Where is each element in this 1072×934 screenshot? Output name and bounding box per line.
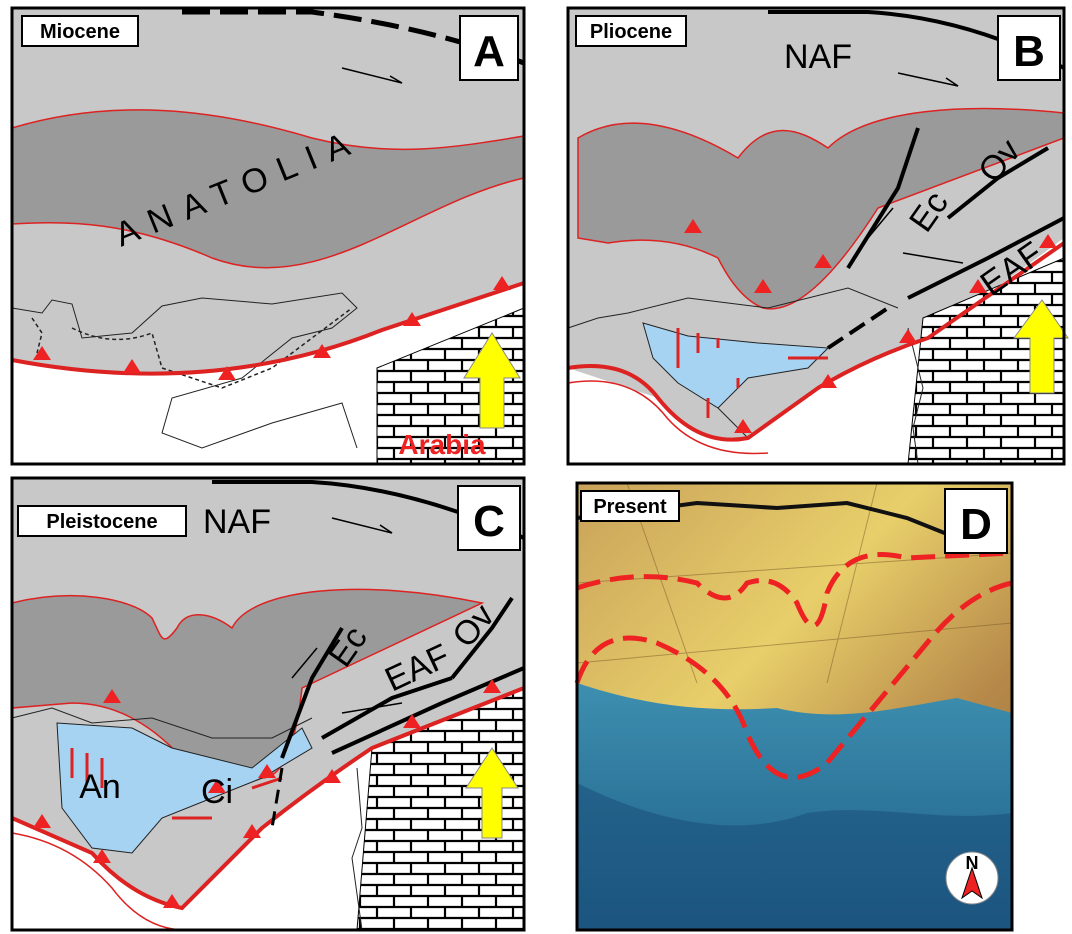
compass-label: N: [966, 853, 979, 873]
period-label: Miocene: [40, 21, 120, 43]
period-label: Present: [593, 496, 667, 518]
basin-label: An: [79, 768, 121, 806]
region-label: Arabia: [398, 429, 486, 460]
panel-b: Pliocene B NAF Ec Ov EAF: [568, 8, 1068, 464]
panel-letter: C: [473, 497, 505, 546]
fault-label: NAF: [784, 38, 852, 76]
panel-letter: B: [1013, 27, 1045, 76]
panel-a: Miocene A ANATOLIA Arabia: [12, 8, 524, 464]
fault-label: NAF: [203, 503, 271, 541]
basin-label: Ci: [201, 773, 233, 811]
panel-letter: A: [473, 27, 505, 76]
panel-letter: D: [960, 500, 992, 549]
panel-c: Pleistocene C NAF Ec EAF Ov An Ci: [12, 478, 524, 930]
period-label: Pleistocene: [46, 511, 157, 533]
panel-d: N Present D: [577, 483, 1012, 930]
period-label: Pliocene: [590, 21, 672, 43]
page: {"panels": [ {"period": "Miocene", "lett…: [0, 0, 1072, 934]
figure: Miocene A ANATOLIA Arabia Pliocene B NAF…: [0, 0, 1072, 934]
